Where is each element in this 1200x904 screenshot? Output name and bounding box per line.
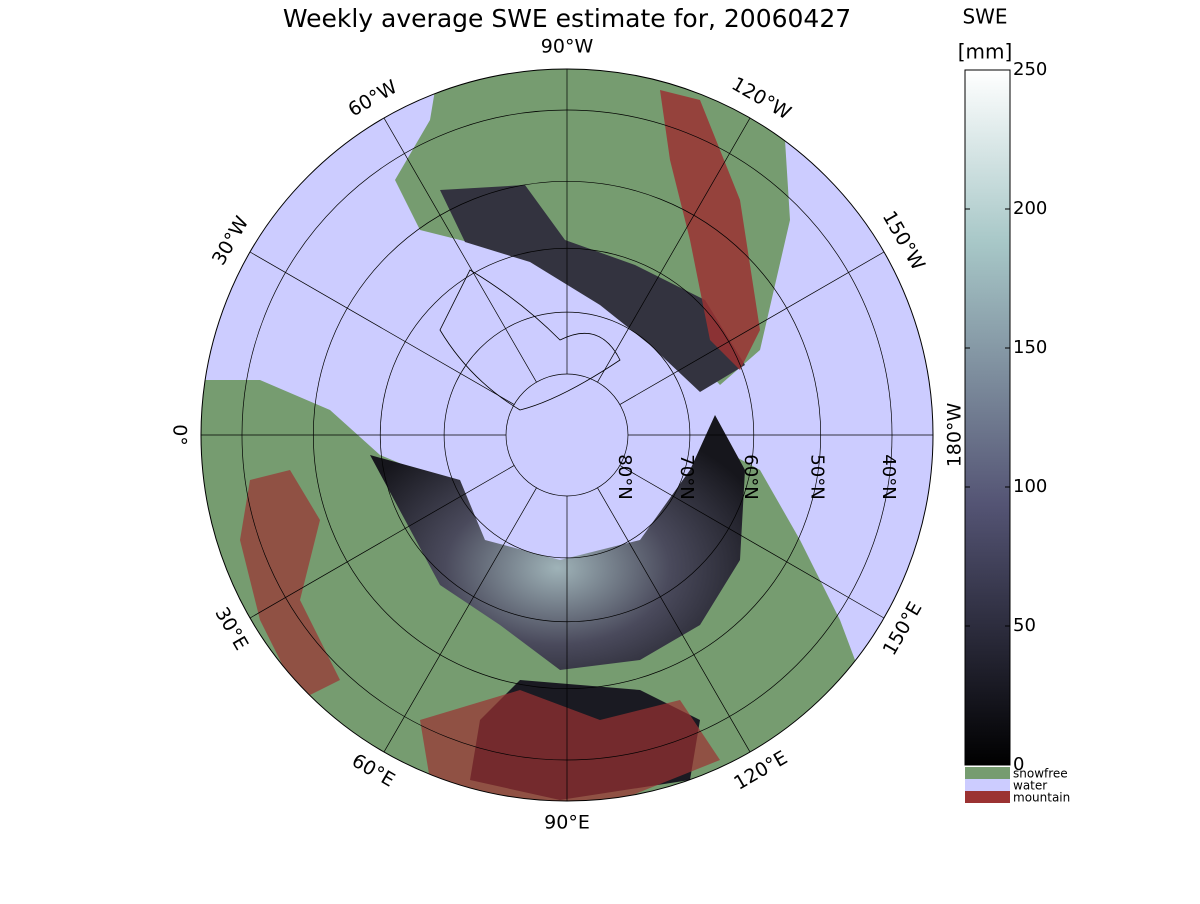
colorbar-tick-label: 50 bbox=[1013, 615, 1036, 636]
colorbar-unit: [mm] bbox=[958, 40, 1013, 64]
colorbar-title: SWE bbox=[962, 5, 1007, 29]
colorbar bbox=[964, 69, 1011, 766]
parallel-label: 50°N bbox=[807, 454, 828, 499]
legend-swatch bbox=[965, 791, 1010, 803]
meridian-label: 90°E bbox=[544, 812, 590, 834]
meridian bbox=[597, 117, 751, 383]
legend-label: mountain bbox=[1013, 791, 1070, 805]
meridian-label: 180°W bbox=[944, 403, 966, 468]
mountain-area bbox=[240, 470, 340, 700]
legend-swatch bbox=[965, 779, 1010, 791]
meridian-label: 0° bbox=[169, 424, 191, 446]
parallel-label: 70°N bbox=[676, 454, 697, 499]
legend-swatch bbox=[965, 767, 1010, 779]
meridian bbox=[597, 487, 751, 753]
colorbar-tick-label: 250 bbox=[1013, 59, 1047, 80]
meridian bbox=[619, 251, 885, 405]
coastline bbox=[439, 269, 621, 411]
legend-label: snowfree bbox=[1013, 767, 1068, 781]
graticule bbox=[201, 69, 933, 801]
meridian bbox=[383, 487, 537, 753]
parallel-label: 80°N bbox=[614, 454, 635, 499]
colorbar-tick-label: 200 bbox=[1013, 198, 1047, 219]
parallel-label: 60°N bbox=[740, 454, 761, 499]
snow-cover bbox=[370, 415, 745, 670]
colorbar-tick-label: 100 bbox=[1013, 476, 1047, 497]
title: Weekly average SWE estimate for, 2006042… bbox=[283, 4, 851, 33]
colorbar-tick-label: 0 bbox=[1013, 754, 1024, 775]
map-frame bbox=[200, 68, 934, 802]
meridian bbox=[249, 251, 515, 405]
parallel-label: 40°N bbox=[878, 454, 899, 499]
meridian-label: 90°W bbox=[541, 36, 594, 58]
mountain-area bbox=[660, 90, 760, 370]
colorbar-tick-label: 150 bbox=[1013, 337, 1047, 358]
mountain-area bbox=[420, 690, 720, 801]
snow-cover bbox=[440, 185, 745, 392]
legend-label: water bbox=[1013, 779, 1047, 793]
meridian bbox=[249, 465, 515, 619]
meridian bbox=[383, 117, 537, 383]
meridian bbox=[619, 465, 885, 619]
